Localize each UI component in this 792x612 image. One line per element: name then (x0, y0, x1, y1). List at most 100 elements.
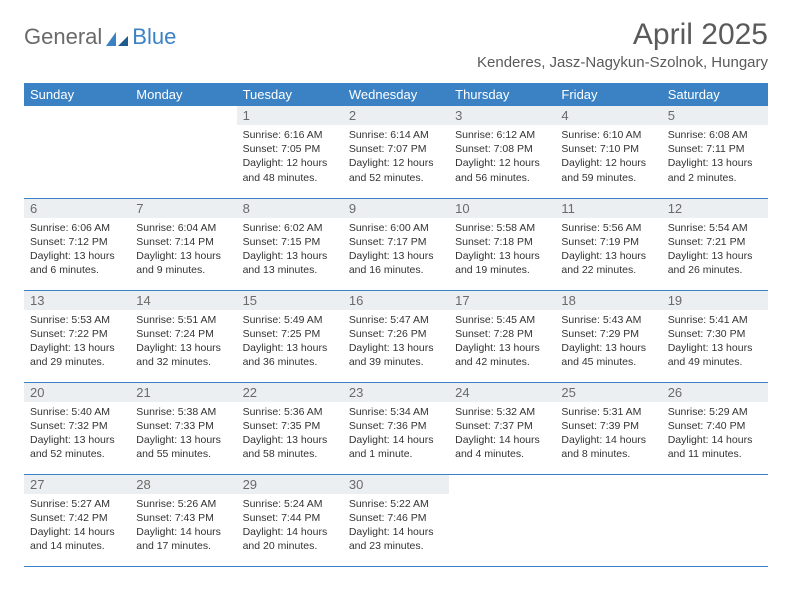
sunset-text: Sunset: 7:28 PM (455, 327, 549, 341)
day-number: 21 (130, 383, 236, 402)
day-content: Sunrise: 6:10 AMSunset: 7:10 PMDaylight:… (555, 125, 661, 190)
daylight-text: Daylight: 14 hours and 8 minutes. (561, 433, 655, 461)
sunrise-text: Sunrise: 5:53 AM (30, 313, 124, 327)
sail-icon (104, 30, 130, 48)
calendar-cell: 11Sunrise: 5:56 AMSunset: 7:19 PMDayligh… (555, 198, 661, 290)
calendar-week-row: 6Sunrise: 6:06 AMSunset: 7:12 PMDaylight… (24, 198, 768, 290)
day-number: 1 (237, 106, 343, 125)
calendar-cell: 7Sunrise: 6:04 AMSunset: 7:14 PMDaylight… (130, 198, 236, 290)
day-number: 18 (555, 291, 661, 310)
daylight-text: Daylight: 13 hours and 16 minutes. (349, 249, 443, 277)
calendar-cell (555, 474, 661, 566)
sunrise-text: Sunrise: 5:41 AM (668, 313, 762, 327)
day-number: 7 (130, 199, 236, 218)
sunset-text: Sunset: 7:33 PM (136, 419, 230, 433)
day-content: Sunrise: 5:32 AMSunset: 7:37 PMDaylight:… (449, 402, 555, 467)
sunrise-text: Sunrise: 6:14 AM (349, 128, 443, 142)
sunset-text: Sunset: 7:43 PM (136, 511, 230, 525)
day-number: 10 (449, 199, 555, 218)
sunset-text: Sunset: 7:11 PM (668, 142, 762, 156)
sunset-text: Sunset: 7:19 PM (561, 235, 655, 249)
day-content: Sunrise: 5:56 AMSunset: 7:19 PMDaylight:… (555, 218, 661, 283)
daylight-text: Daylight: 13 hours and 29 minutes. (30, 341, 124, 369)
day-content: Sunrise: 5:41 AMSunset: 7:30 PMDaylight:… (662, 310, 768, 375)
calendar-cell: 2Sunrise: 6:14 AMSunset: 7:07 PMDaylight… (343, 106, 449, 198)
daylight-text: Daylight: 14 hours and 11 minutes. (668, 433, 762, 461)
sunset-text: Sunset: 7:05 PM (243, 142, 337, 156)
daylight-text: Daylight: 12 hours and 48 minutes. (243, 156, 337, 184)
day-content: Sunrise: 6:08 AMSunset: 7:11 PMDaylight:… (662, 125, 768, 190)
sunset-text: Sunset: 7:29 PM (561, 327, 655, 341)
sunrise-text: Sunrise: 5:22 AM (349, 497, 443, 511)
day-number: 30 (343, 475, 449, 494)
sunset-text: Sunset: 7:15 PM (243, 235, 337, 249)
daylight-text: Daylight: 13 hours and 26 minutes. (668, 249, 762, 277)
day-number: 5 (662, 106, 768, 125)
sunrise-text: Sunrise: 5:40 AM (30, 405, 124, 419)
daylight-text: Daylight: 14 hours and 1 minute. (349, 433, 443, 461)
sunrise-text: Sunrise: 5:38 AM (136, 405, 230, 419)
day-content: Sunrise: 5:53 AMSunset: 7:22 PMDaylight:… (24, 310, 130, 375)
day-number: 27 (24, 475, 130, 494)
sunset-text: Sunset: 7:17 PM (349, 235, 443, 249)
calendar-cell: 14Sunrise: 5:51 AMSunset: 7:24 PMDayligh… (130, 290, 236, 382)
daylight-text: Daylight: 14 hours and 14 minutes. (30, 525, 124, 553)
calendar-cell: 3Sunrise: 6:12 AMSunset: 7:08 PMDaylight… (449, 106, 555, 198)
col-sunday: Sunday (24, 83, 130, 106)
calendar-week-row: 1Sunrise: 6:16 AMSunset: 7:05 PMDaylight… (24, 106, 768, 198)
sunrise-text: Sunrise: 5:56 AM (561, 221, 655, 235)
day-number: 23 (343, 383, 449, 402)
col-tuesday: Tuesday (237, 83, 343, 106)
day-content: Sunrise: 5:51 AMSunset: 7:24 PMDaylight:… (130, 310, 236, 375)
day-number: 14 (130, 291, 236, 310)
col-wednesday: Wednesday (343, 83, 449, 106)
daylight-text: Daylight: 13 hours and 22 minutes. (561, 249, 655, 277)
day-content: Sunrise: 6:04 AMSunset: 7:14 PMDaylight:… (130, 218, 236, 283)
day-content: Sunrise: 5:38 AMSunset: 7:33 PMDaylight:… (130, 402, 236, 467)
day-content: Sunrise: 5:45 AMSunset: 7:28 PMDaylight:… (449, 310, 555, 375)
day-content: Sunrise: 5:54 AMSunset: 7:21 PMDaylight:… (662, 218, 768, 283)
day-number: 22 (237, 383, 343, 402)
day-number: 28 (130, 475, 236, 494)
sunrise-text: Sunrise: 5:58 AM (455, 221, 549, 235)
sunset-text: Sunset: 7:36 PM (349, 419, 443, 433)
day-content: Sunrise: 5:36 AMSunset: 7:35 PMDaylight:… (237, 402, 343, 467)
sunset-text: Sunset: 7:10 PM (561, 142, 655, 156)
day-content: Sunrise: 6:12 AMSunset: 7:08 PMDaylight:… (449, 125, 555, 190)
day-number: 11 (555, 199, 661, 218)
sunset-text: Sunset: 7:24 PM (136, 327, 230, 341)
day-number: 20 (24, 383, 130, 402)
sunrise-text: Sunrise: 5:24 AM (243, 497, 337, 511)
day-number: 16 (343, 291, 449, 310)
day-number: 8 (237, 199, 343, 218)
day-content: Sunrise: 5:29 AMSunset: 7:40 PMDaylight:… (662, 402, 768, 467)
col-saturday: Saturday (662, 83, 768, 106)
day-content: Sunrise: 5:22 AMSunset: 7:46 PMDaylight:… (343, 494, 449, 559)
daylight-text: Daylight: 13 hours and 2 minutes. (668, 156, 762, 184)
calendar-cell (662, 474, 768, 566)
daylight-text: Daylight: 14 hours and 23 minutes. (349, 525, 443, 553)
sunset-text: Sunset: 7:40 PM (668, 419, 762, 433)
sunrise-text: Sunrise: 6:00 AM (349, 221, 443, 235)
daylight-text: Daylight: 13 hours and 49 minutes. (668, 341, 762, 369)
daylight-text: Daylight: 13 hours and 55 minutes. (136, 433, 230, 461)
sunset-text: Sunset: 7:18 PM (455, 235, 549, 249)
day-number: 9 (343, 199, 449, 218)
calendar-week-row: 13Sunrise: 5:53 AMSunset: 7:22 PMDayligh… (24, 290, 768, 382)
sunrise-text: Sunrise: 5:32 AM (455, 405, 549, 419)
sunset-text: Sunset: 7:37 PM (455, 419, 549, 433)
day-number: 12 (662, 199, 768, 218)
day-content: Sunrise: 6:06 AMSunset: 7:12 PMDaylight:… (24, 218, 130, 283)
calendar-cell (449, 474, 555, 566)
daylight-text: Daylight: 12 hours and 52 minutes. (349, 156, 443, 184)
sunrise-text: Sunrise: 5:45 AM (455, 313, 549, 327)
col-thursday: Thursday (449, 83, 555, 106)
daylight-text: Daylight: 12 hours and 59 minutes. (561, 156, 655, 184)
sunrise-text: Sunrise: 6:06 AM (30, 221, 124, 235)
sunrise-text: Sunrise: 6:12 AM (455, 128, 549, 142)
day-content: Sunrise: 5:40 AMSunset: 7:32 PMDaylight:… (24, 402, 130, 467)
sunrise-text: Sunrise: 5:43 AM (561, 313, 655, 327)
calendar-week-row: 27Sunrise: 5:27 AMSunset: 7:42 PMDayligh… (24, 474, 768, 566)
sunset-text: Sunset: 7:12 PM (30, 235, 124, 249)
day-number: 29 (237, 475, 343, 494)
